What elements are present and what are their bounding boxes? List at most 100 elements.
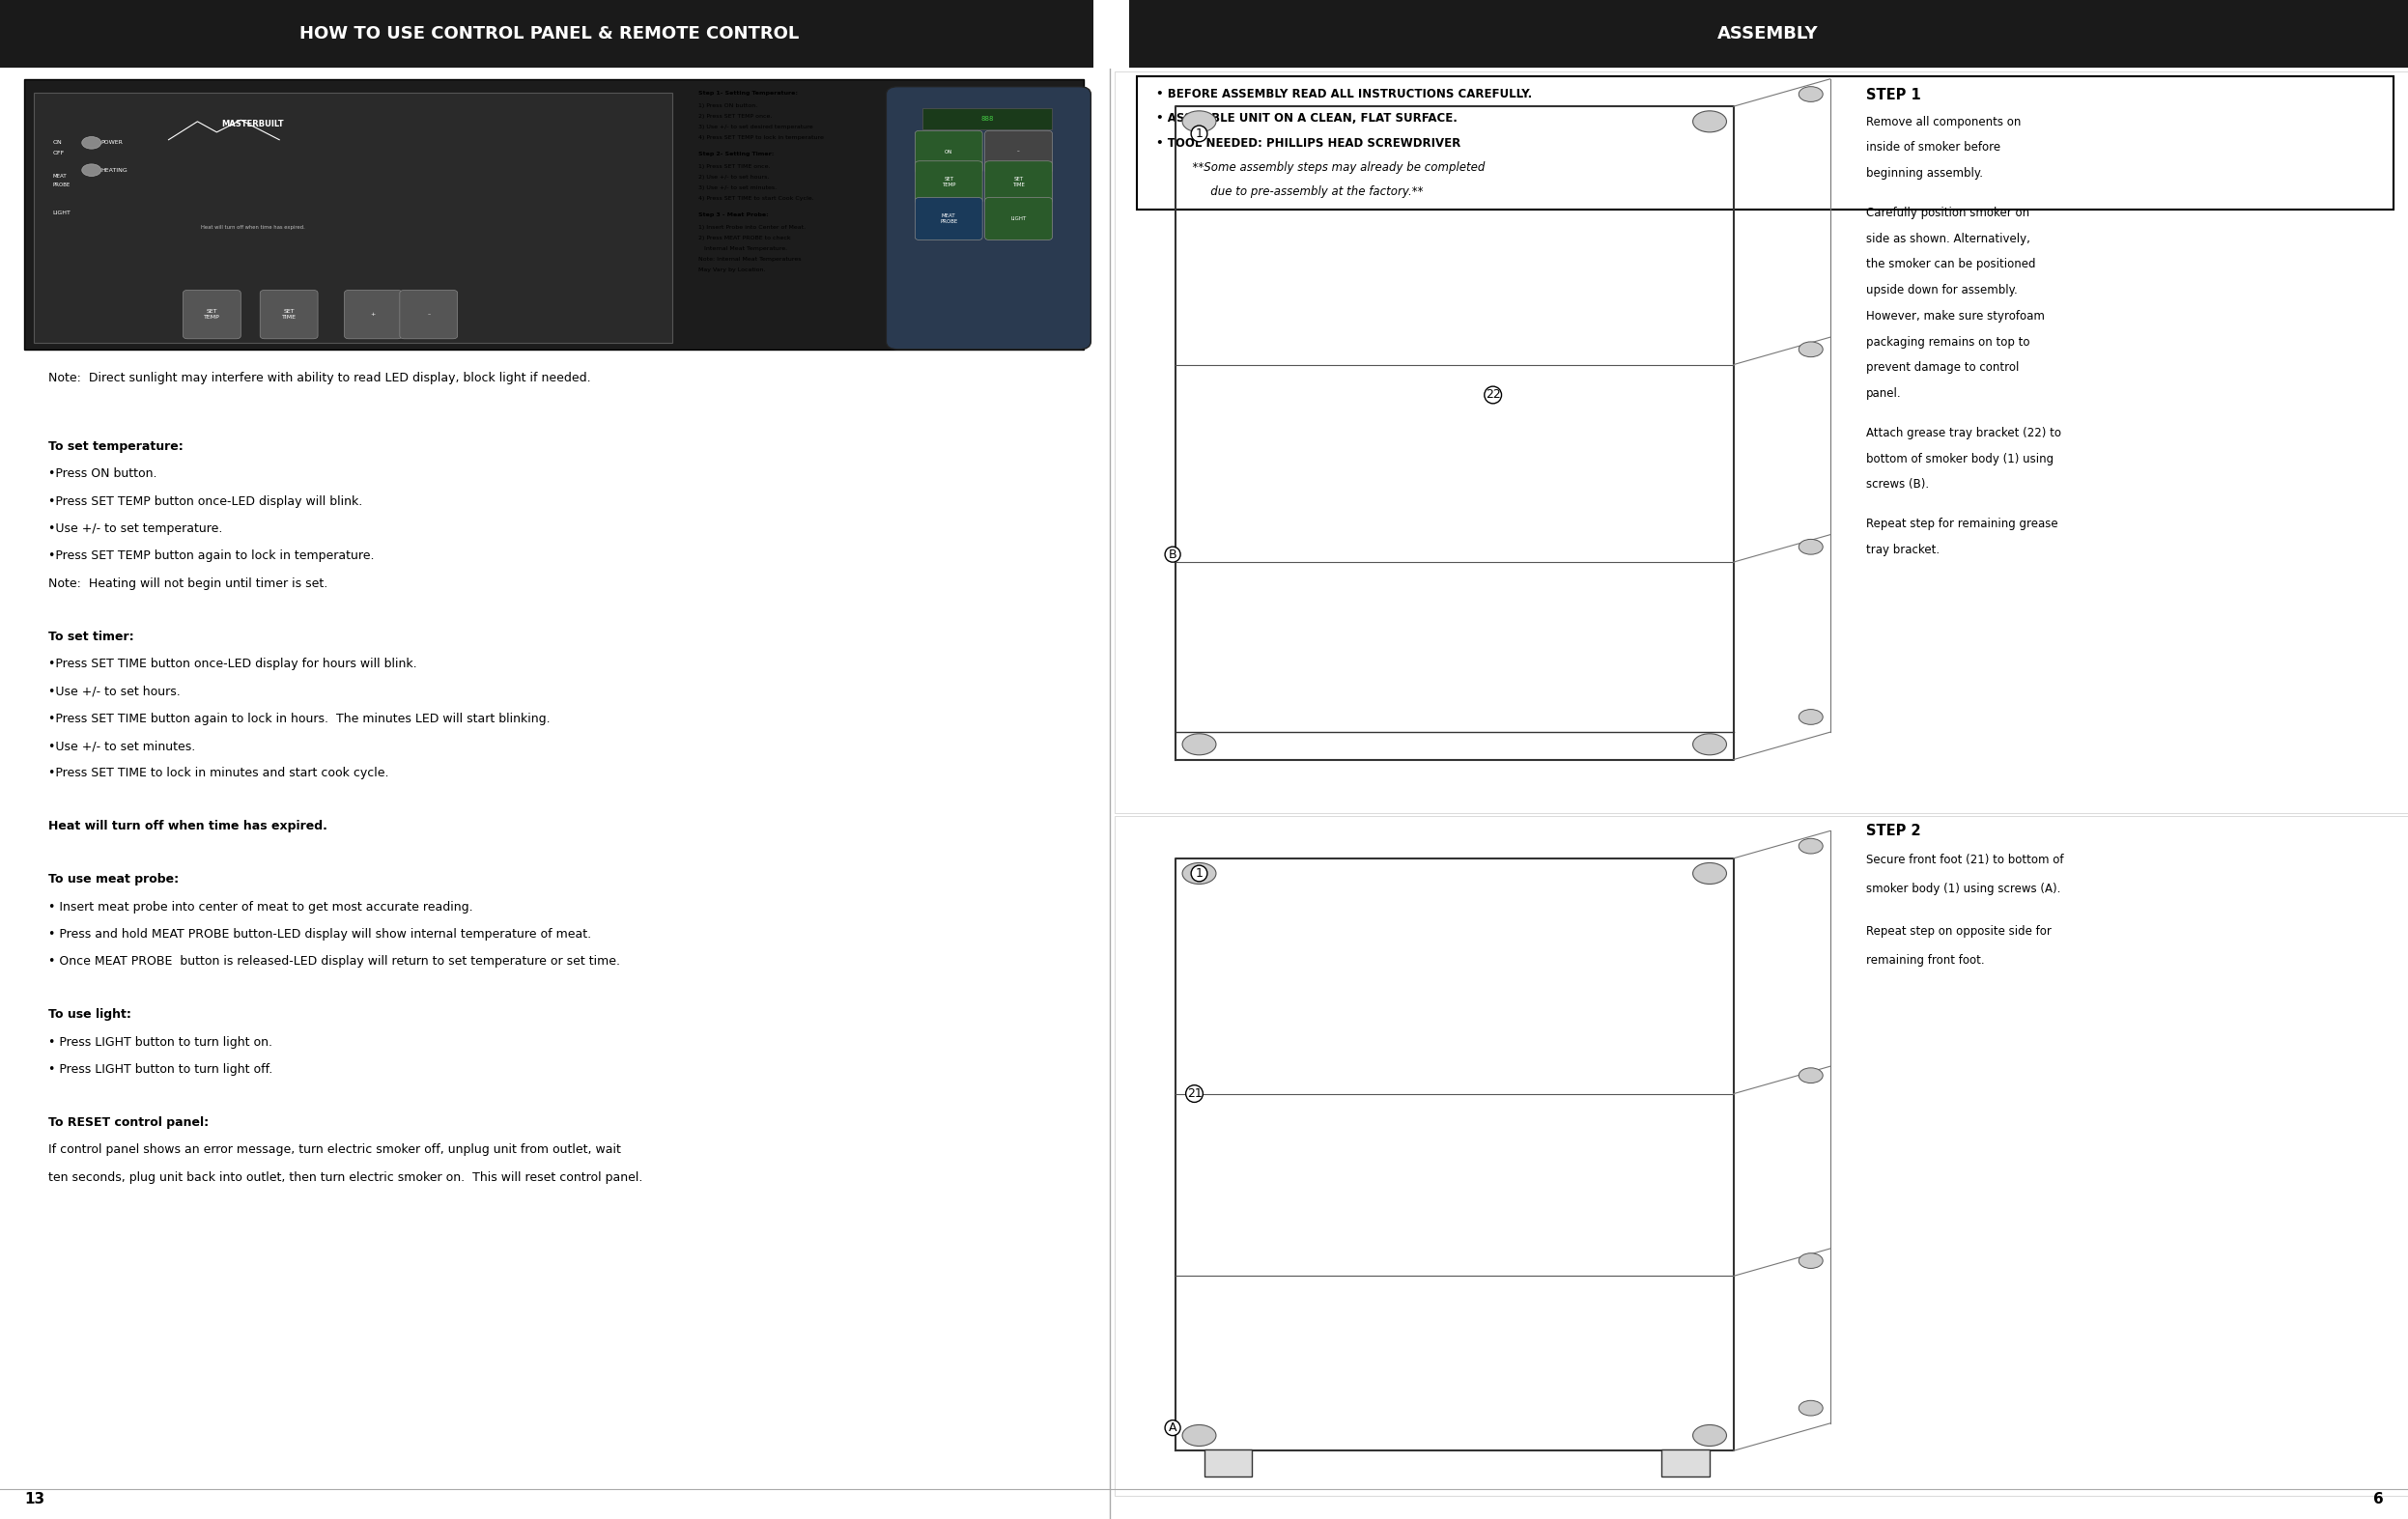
Text: Carefully position smoker on: Carefully position smoker on: [1866, 207, 2030, 219]
Circle shape: [1693, 111, 1727, 132]
Text: bottom of smoker body (1) using: bottom of smoker body (1) using: [1866, 453, 2054, 465]
Text: •Use +/- to set hours.: •Use +/- to set hours.: [48, 685, 181, 697]
Circle shape: [1182, 863, 1216, 884]
Text: LIGHT: LIGHT: [1011, 216, 1026, 222]
FancyBboxPatch shape: [34, 93, 672, 343]
Text: 6: 6: [2374, 1492, 2384, 1507]
Text: B: B: [1168, 548, 1178, 561]
Text: Repeat step for remaining grease: Repeat step for remaining grease: [1866, 518, 2059, 530]
Text: HEATING: HEATING: [101, 167, 128, 173]
Text: • Once MEAT PROBE  button is released-LED display will return to set temperature: • Once MEAT PROBE button is released-LED…: [48, 955, 619, 968]
Text: To use light:: To use light:: [48, 1009, 130, 1021]
Text: 1) Insert Probe into Center of Meat.: 1) Insert Probe into Center of Meat.: [698, 225, 807, 229]
FancyBboxPatch shape: [985, 131, 1052, 173]
Circle shape: [1799, 539, 1823, 554]
Text: side as shown. Alternatively,: side as shown. Alternatively,: [1866, 232, 2030, 245]
FancyBboxPatch shape: [344, 290, 402, 339]
Text: Step 1- Setting Temperature:: Step 1- Setting Temperature:: [698, 91, 797, 96]
Circle shape: [82, 137, 101, 149]
Text: **Some assembly steps may already be completed: **Some assembly steps may already be com…: [1156, 161, 1486, 173]
Text: Heat will turn off when time has expired.: Heat will turn off when time has expired…: [48, 820, 327, 832]
Text: ten seconds, plug unit back into outlet, then turn electric smoker on.  This wil: ten seconds, plug unit back into outlet,…: [48, 1171, 643, 1183]
FancyBboxPatch shape: [1115, 71, 2408, 813]
Text: 4) Press SET TIME to start Cook Cycle.: 4) Press SET TIME to start Cook Cycle.: [698, 196, 814, 201]
Text: Step 3 - Meat Probe:: Step 3 - Meat Probe:: [698, 213, 768, 217]
Text: upside down for assembly.: upside down for assembly.: [1866, 284, 2018, 296]
Text: Note: Internal Meat Temperatures: Note: Internal Meat Temperatures: [698, 257, 802, 261]
Circle shape: [1799, 709, 1823, 725]
FancyBboxPatch shape: [915, 131, 982, 173]
Text: 888: 888: [980, 115, 995, 122]
Text: MEAT
PROBE: MEAT PROBE: [939, 214, 958, 223]
Text: To use meat probe:: To use meat probe:: [48, 873, 178, 886]
Text: packaging remains on top to: packaging remains on top to: [1866, 336, 2030, 348]
Text: 1) Press SET TIME once.: 1) Press SET TIME once.: [698, 164, 771, 169]
Text: ON: ON: [53, 140, 63, 146]
Text: beginning assembly.: beginning assembly.: [1866, 167, 1984, 179]
Text: •Use +/- to set minutes.: •Use +/- to set minutes.: [48, 740, 195, 752]
FancyBboxPatch shape: [1137, 76, 2394, 210]
Text: • BEFORE ASSEMBLY READ ALL INSTRUCTIONS CAREFULLY.: • BEFORE ASSEMBLY READ ALL INSTRUCTIONS …: [1156, 88, 1531, 100]
Text: SET
TIME: SET TIME: [282, 310, 296, 319]
FancyBboxPatch shape: [985, 197, 1052, 240]
Text: A: A: [1168, 1422, 1178, 1434]
FancyBboxPatch shape: [1127, 0, 2408, 68]
Text: • ASSEMBLE UNIT ON A CLEAN, FLAT SURFACE.: • ASSEMBLE UNIT ON A CLEAN, FLAT SURFACE…: [1156, 112, 1457, 125]
Circle shape: [1693, 863, 1727, 884]
Circle shape: [1799, 838, 1823, 854]
Text: Repeat step on opposite side for: Repeat step on opposite side for: [1866, 925, 2052, 937]
Circle shape: [1182, 111, 1216, 132]
Text: Attach grease tray bracket (22) to: Attach grease tray bracket (22) to: [1866, 427, 2061, 439]
FancyBboxPatch shape: [1093, 0, 1129, 68]
Text: Secure front foot (21) to bottom of: Secure front foot (21) to bottom of: [1866, 854, 2064, 866]
Text: To set temperature:: To set temperature:: [48, 441, 183, 453]
Text: •Press SET TEMP button once-LED display will blink.: •Press SET TEMP button once-LED display …: [48, 495, 361, 507]
Text: However, make sure styrofoam: However, make sure styrofoam: [1866, 310, 2044, 322]
Circle shape: [1182, 1425, 1216, 1446]
Text: ASSEMBLY: ASSEMBLY: [1717, 26, 1818, 43]
Text: Internal Meat Temperature.: Internal Meat Temperature.: [698, 246, 787, 251]
Text: smoker body (1) using screws (A).: smoker body (1) using screws (A).: [1866, 883, 2061, 895]
FancyBboxPatch shape: [915, 197, 982, 240]
FancyBboxPatch shape: [886, 87, 1091, 349]
Text: MASTERBUILT: MASTERBUILT: [222, 120, 284, 129]
Text: PROBE: PROBE: [53, 182, 70, 188]
Text: –: –: [1016, 149, 1021, 155]
Text: • Insert meat probe into center of meat to get most accurate reading.: • Insert meat probe into center of meat …: [48, 901, 472, 913]
Text: Note:  Heating will not begin until timer is set.: Note: Heating will not begin until timer…: [48, 577, 327, 589]
Circle shape: [1799, 1068, 1823, 1083]
FancyBboxPatch shape: [0, 0, 1096, 68]
Circle shape: [1693, 1425, 1727, 1446]
Circle shape: [1182, 734, 1216, 755]
Text: SET
TIME: SET TIME: [1011, 178, 1026, 187]
FancyBboxPatch shape: [1662, 1449, 1710, 1476]
FancyBboxPatch shape: [183, 290, 241, 339]
FancyBboxPatch shape: [985, 161, 1052, 204]
Text: the smoker can be positioned: the smoker can be positioned: [1866, 258, 2035, 270]
Text: inside of smoker before: inside of smoker before: [1866, 141, 2001, 153]
Text: To RESET control panel:: To RESET control panel:: [48, 1116, 209, 1129]
Text: 1) Press ON button.: 1) Press ON button.: [698, 103, 759, 108]
Text: 2) Press SET TEMP once.: 2) Press SET TEMP once.: [698, 114, 773, 118]
Text: •Use +/- to set temperature.: •Use +/- to set temperature.: [48, 523, 222, 535]
Text: • Press LIGHT button to turn light off.: • Press LIGHT button to turn light off.: [48, 1063, 272, 1075]
Text: Note:  Direct sunlight may interfere with ability to read LED display, block lig: Note: Direct sunlight may interfere with…: [48, 372, 590, 384]
Circle shape: [1693, 734, 1727, 755]
Text: panel.: panel.: [1866, 387, 1902, 399]
Text: STEP 2: STEP 2: [1866, 823, 1922, 838]
Text: MEAT: MEAT: [53, 173, 67, 179]
Text: tray bracket.: tray bracket.: [1866, 544, 1941, 556]
Text: ON: ON: [944, 149, 954, 155]
Text: POWER: POWER: [101, 140, 123, 146]
Text: 22: 22: [1486, 389, 1500, 401]
Text: • Press LIGHT button to turn light on.: • Press LIGHT button to turn light on.: [48, 1036, 272, 1048]
Text: screws (B).: screws (B).: [1866, 478, 1929, 491]
Text: STEP 1: STEP 1: [1866, 88, 1922, 103]
Text: 3) Use +/- to set minutes.: 3) Use +/- to set minutes.: [698, 185, 778, 190]
FancyBboxPatch shape: [915, 161, 982, 204]
Text: 4) Press SET TEMP to lock in temperature: 4) Press SET TEMP to lock in temperature: [698, 135, 824, 140]
FancyBboxPatch shape: [1115, 816, 2408, 1496]
Text: •Press SET TEMP button again to lock in temperature.: •Press SET TEMP button again to lock in …: [48, 550, 373, 562]
Text: 1: 1: [1194, 128, 1204, 140]
Text: OFF: OFF: [53, 150, 65, 156]
